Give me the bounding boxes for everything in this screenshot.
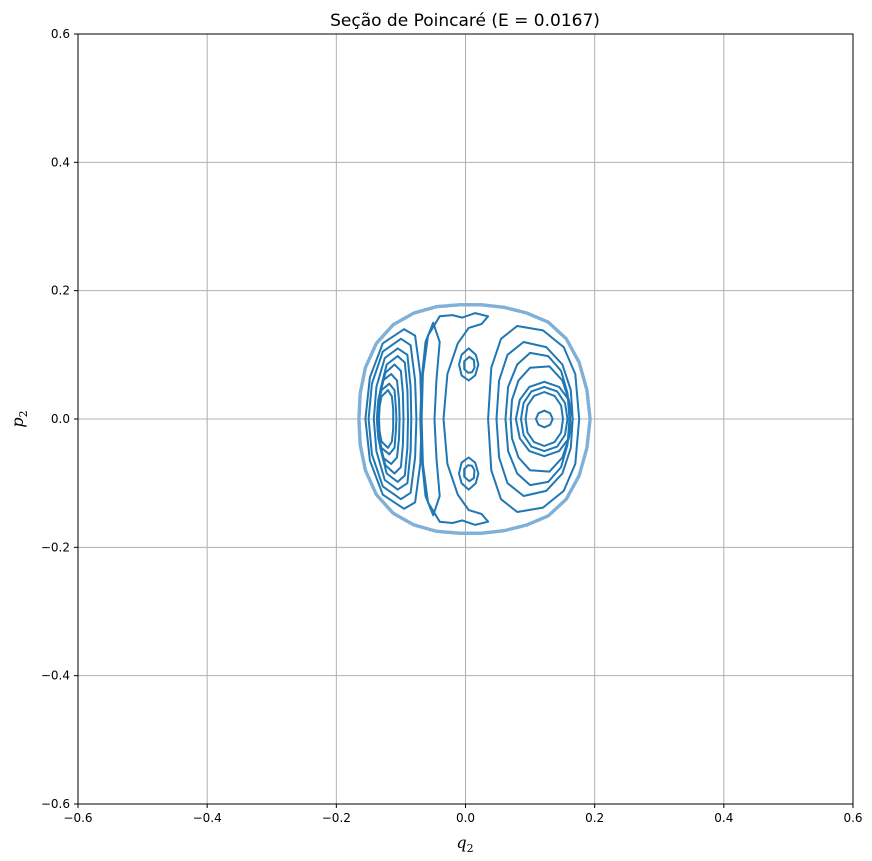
energy-boundary-series: [357, 303, 592, 535]
orbit-series: [419, 321, 441, 517]
orbit-series: [458, 456, 480, 491]
orbit-series: [377, 389, 395, 449]
orbit-series: [524, 391, 564, 447]
orbit-series: [458, 347, 480, 382]
x-tick-label: 0.6: [843, 811, 862, 825]
chart-title: Seção de Poincaré (E = 0.0167): [330, 11, 600, 31]
x-axis-label-main: q: [456, 833, 466, 852]
orbit-series: [509, 365, 572, 473]
orbit-series: [372, 347, 413, 491]
y-tick-label: −0.2: [41, 540, 70, 554]
orbit-series: [376, 382, 398, 456]
grid: [77, 33, 854, 805]
orbit-series: [463, 355, 476, 374]
y-axis-label-main: p: [8, 417, 27, 427]
x-tick-label: −0.2: [322, 811, 351, 825]
y-tick-label: 0.6: [51, 27, 70, 41]
orbit-series: [487, 325, 581, 513]
x-tick-label: −0.6: [63, 811, 92, 825]
x-axis-label: q2: [456, 833, 473, 855]
orbit-series: [504, 351, 571, 487]
y-axis-label-sub: 2: [17, 410, 30, 417]
orbit-series: [364, 328, 423, 510]
y-tick-label: −0.4: [41, 669, 70, 683]
orbit-series: [463, 464, 476, 483]
orbit-series: [534, 409, 554, 429]
orbit-series: [495, 341, 574, 497]
y-tick-label: 0.2: [51, 284, 70, 298]
y-axis-ticks: −0.6 −0.4 −0.2 0.0 0.2 0.4 0.6: [41, 27, 78, 811]
x-tick-label: 0.4: [714, 811, 733, 825]
orbit-series: [514, 380, 574, 458]
y-tick-label: 0.0: [51, 412, 70, 426]
y-tick-label: −0.6: [41, 797, 70, 811]
y-axis-label: p2: [8, 410, 30, 427]
plot-data: [357, 303, 592, 535]
orbit-series: [520, 385, 569, 453]
x-axis-label-sub: 2: [467, 842, 474, 855]
y-tick-label: 0.4: [51, 155, 70, 169]
x-axis-ticks: −0.6 −0.4 −0.2 0.0 0.2 0.4 0.6: [63, 804, 863, 825]
x-tick-label: 0.2: [585, 811, 604, 825]
x-tick-label: 0.0: [456, 811, 475, 825]
orbit-series: [367, 337, 418, 501]
x-tick-label: −0.4: [193, 811, 222, 825]
